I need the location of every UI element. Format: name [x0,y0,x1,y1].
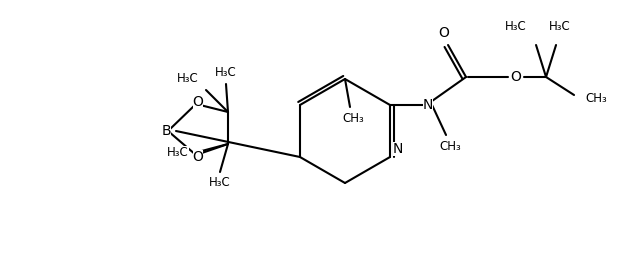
Text: H₃C: H₃C [505,20,527,34]
Text: H₃C: H₃C [209,176,231,188]
Text: O: O [438,26,449,40]
Text: B: B [161,124,171,138]
Text: N: N [393,142,403,156]
Text: H₃C: H₃C [167,145,189,159]
Text: CH₃: CH₃ [342,112,364,125]
Text: CH₃: CH₃ [439,140,461,154]
Text: O: O [511,70,522,84]
Text: O: O [193,95,204,109]
Text: H₃C: H₃C [549,20,571,34]
Text: O: O [193,150,204,164]
Text: N: N [423,98,433,112]
Text: H₃C: H₃C [177,72,199,85]
Text: CH₃: CH₃ [585,92,607,106]
Text: H₃C: H₃C [215,66,237,79]
